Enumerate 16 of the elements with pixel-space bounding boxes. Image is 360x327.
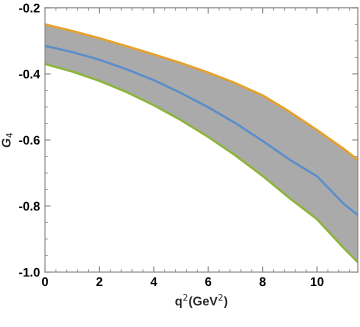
y-tick-label: -0.4 [19,70,40,79]
line-series [45,23,358,161]
y-tick-label: -0.2 [19,4,40,12]
y-tick-label: -0.6 [19,136,40,145]
x-tick-label: 10 [310,277,324,286]
line-series [45,44,358,216]
y-tick-label: -0.8 [19,202,40,211]
x-tick-label: 8 [260,277,266,286]
x-tick-label: 6 [205,277,212,286]
y-tick-label: -1.0 [19,268,40,277]
x-axis-title: q$^{2}$(GeV$^{2}$) [175,294,228,308]
y-axis-title: G$_{4}$ [2,132,12,148]
x-tick-label: 0 [42,277,48,286]
x-tick-label: 2 [96,277,102,286]
x-tick-label: 4 [150,277,158,286]
line-series [45,62,358,264]
